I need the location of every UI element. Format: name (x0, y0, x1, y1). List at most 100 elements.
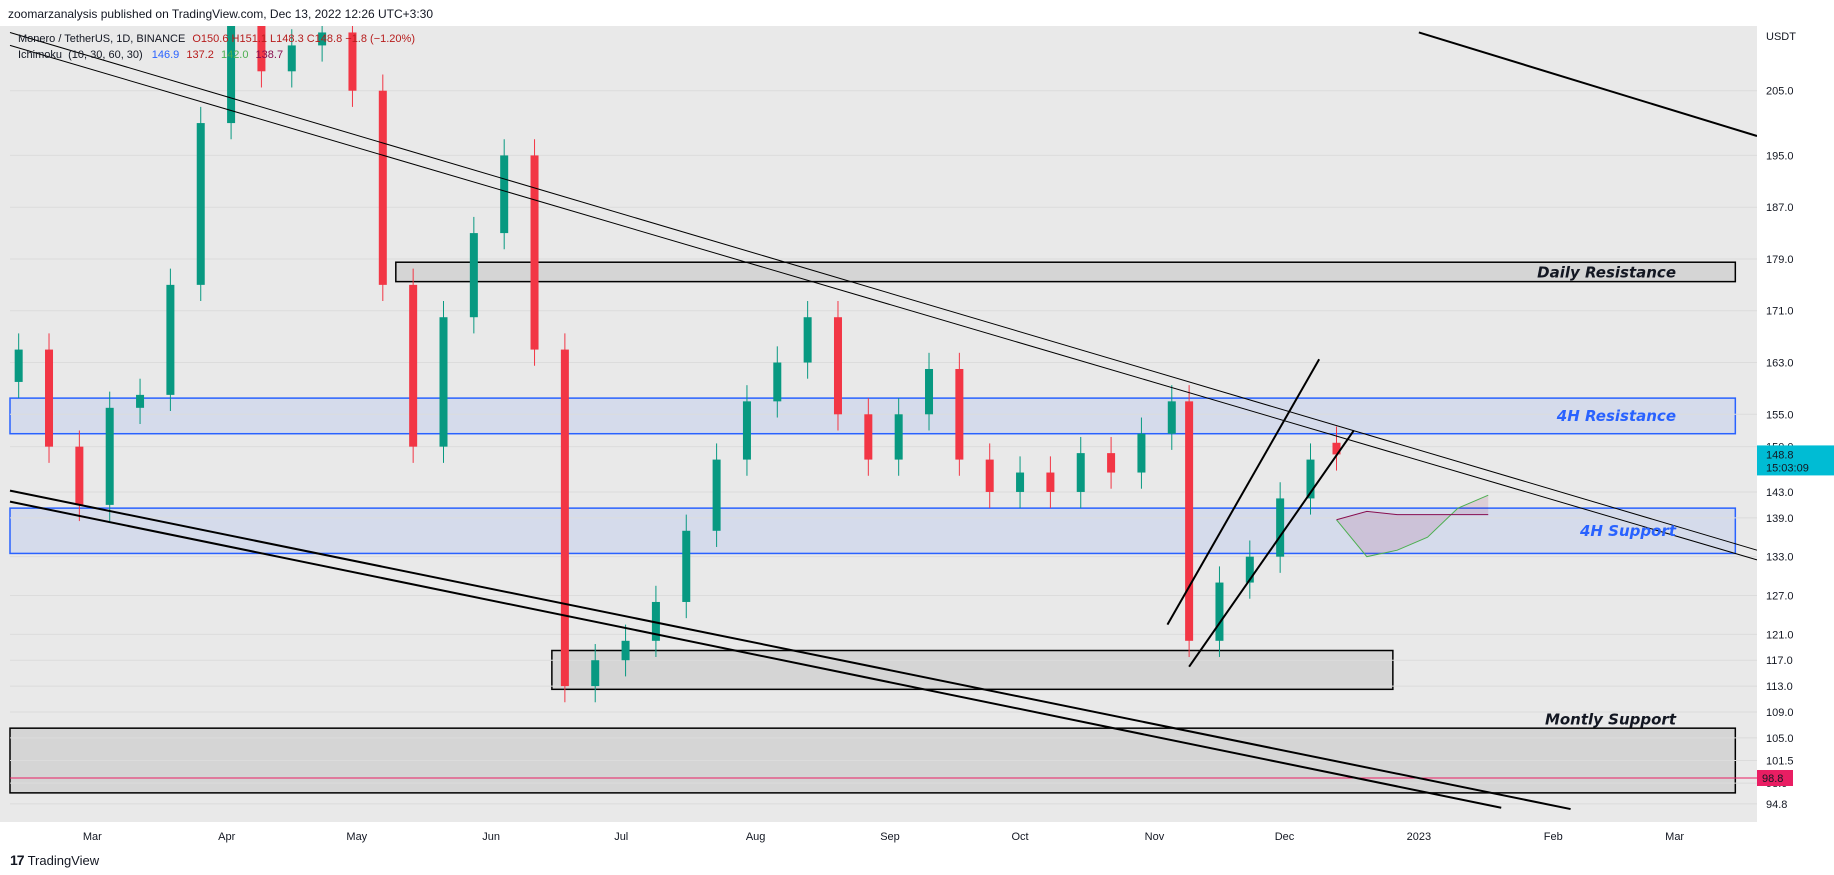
candle-body (1046, 472, 1055, 492)
support-price-value: 98.8 (1762, 773, 1783, 785)
ichimoku-span-a (1336, 494, 1489, 558)
candle-body (75, 446, 84, 505)
candle-countdown: 15:03:09 (1766, 462, 1809, 474)
legend-value-4: 138.7 (256, 49, 284, 61)
candle-body (469, 233, 478, 318)
legend-indicator: Ichimoku (18, 49, 62, 61)
price-tick-label: 163.0 (1766, 358, 1794, 370)
grid-layer (10, 90, 1757, 805)
candle-body (1215, 582, 1224, 641)
candle-body (530, 155, 539, 350)
trendline (1188, 429, 1355, 668)
time-axis-background (0, 822, 1757, 848)
price-tick-label: 139.0 (1766, 513, 1794, 525)
candle-body (955, 368, 964, 460)
trendline (1418, 31, 1758, 137)
price-tick-label: 187.0 (1766, 202, 1794, 214)
price-tick-label: 109.0 (1766, 707, 1794, 719)
publisher-bar: zoomarzanalysis published on TradingView… (0, 0, 1834, 26)
candle-body (439, 317, 448, 447)
month-tick-label: Jul (614, 831, 628, 843)
zone-label-monthly_support: Montly Support (1545, 711, 1677, 729)
month-tick-label: Mar (83, 831, 102, 843)
trendline (9, 31, 1758, 551)
candle-body (14, 349, 23, 382)
candle-body (1167, 401, 1176, 434)
candle-body (621, 640, 630, 661)
candle-body (864, 414, 873, 460)
price-tick-label: 94.8 (1766, 799, 1787, 811)
candle-body (1107, 453, 1116, 473)
candle-body (925, 368, 934, 415)
month-tick-label: Nov (1145, 831, 1165, 843)
zone-label-daily_resistance: Daily Resistance (1537, 264, 1676, 282)
candle-body (803, 317, 812, 363)
trendline (9, 500, 1502, 809)
candle-body (894, 414, 903, 460)
candle-body (742, 401, 751, 460)
zone-rect (551, 649, 1394, 691)
candle-body (166, 284, 175, 395)
price-tick-label: 205.0 (1766, 86, 1794, 98)
axis-currency: USDT (1766, 31, 1796, 43)
price-axis: 205.0195.0187.0179.0171.0163.0155.0150.0… (1766, 86, 1794, 811)
candle-body (712, 459, 721, 531)
month-tick-label: Sep (880, 831, 900, 843)
zone-label-h4_resistance: 4H Resistance (1556, 407, 1676, 425)
tradingview-logo[interactable]: 17 TradingView (10, 852, 99, 868)
candle-body (348, 32, 357, 91)
footer: 17 TradingView (0, 848, 1834, 875)
candle-body (1276, 498, 1285, 557)
price-tags: 148.815:03:09 98.8 (1757, 445, 1834, 786)
price-tick-label: 155.0 (1766, 409, 1794, 421)
candle-body (105, 407, 114, 505)
candle-body (318, 32, 327, 46)
price-tick-label: 133.0 (1766, 552, 1794, 564)
month-tick-label: Jun (482, 831, 500, 843)
candle-body (500, 155, 509, 234)
trendline (1166, 358, 1321, 626)
price-tick-label: 143.0 (1766, 487, 1794, 499)
time-axis: Mar Apr May Jun Jul Aug Sep Oct Nov Dec 2023 Feb Mar (83, 831, 1685, 843)
last-price-value: 148.8 (1766, 449, 1794, 461)
candle-body (378, 90, 387, 285)
month-tick-label: Feb (1544, 831, 1563, 843)
month-tick-label: Mar (1665, 831, 1684, 843)
published-caption: zoomarzanalysis published on TradingView… (8, 7, 434, 21)
candle-body (833, 317, 842, 415)
candle-body (1185, 401, 1194, 641)
candle-body (409, 284, 418, 447)
candle-body (591, 660, 600, 687)
candle-body (257, 26, 266, 72)
candle-body (227, 26, 236, 124)
price-axis-background (1757, 26, 1834, 848)
legend-params: (10, 30, 60, 30) (68, 49, 143, 61)
month-tick-label: Oct (1011, 831, 1028, 843)
trendlines-layer (9, 31, 1758, 811)
last-price-tag (1757, 445, 1834, 476)
ichimoku-span-b (1336, 510, 1489, 521)
price-tick-label: 179.0 (1766, 254, 1794, 266)
ichimoku-cloud-layer (1336, 494, 1489, 558)
svg-text:Ichimoku (10, 30, 60, 30: Ichimoku (10, 30, 60, 30) 146.9 137.2 14… (18, 49, 283, 61)
candle-body (651, 601, 660, 641)
candle-body (1076, 453, 1085, 492)
tradingview-brand: TradingView (27, 852, 100, 868)
legend-ohlc: O150.6 H151.1 L148.3 C148.8 −1.8 (−1.20%… (192, 33, 415, 45)
price-tick-label: 195.0 (1766, 150, 1794, 162)
support-price-tag (1757, 769, 1793, 786)
price-tick-label: 105.0 (1766, 733, 1794, 745)
price-tick-label: 113.0 (1766, 681, 1793, 693)
candle-body (1306, 459, 1315, 499)
legend-value-3: 142.0 (221, 49, 249, 61)
candle-body (287, 45, 296, 72)
svg-text:Monero / TetherUS, 1D, BINANCE: Monero / TetherUS, 1D, BINANCE O150.6 H1… (18, 33, 415, 45)
month-tick-label: Aug (746, 831, 766, 843)
legend-symbol: Monero / TetherUS, 1D, BINANCE (18, 33, 185, 45)
candles-layer (14, 26, 1341, 703)
tradingview-logo-icon: 17 (10, 852, 25, 868)
candle-body (773, 362, 782, 402)
candle-body (682, 530, 691, 602)
price-tick-label: 171.0 (1766, 306, 1794, 318)
price-chart[interactable]: Daily Resistance 4H Resistance 4H Support M… (0, 26, 1834, 848)
